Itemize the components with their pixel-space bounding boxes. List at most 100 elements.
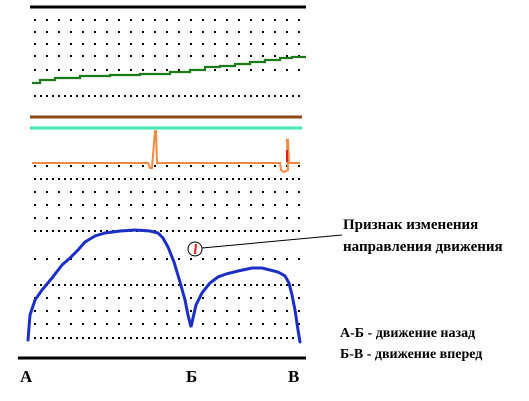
grid-dot	[262, 258, 264, 260]
grid-dot	[244, 230, 246, 232]
grid-dot	[178, 323, 180, 325]
grid-dot	[178, 178, 180, 180]
grid-dot	[166, 178, 168, 180]
grid-dot	[166, 43, 168, 45]
grid-dot	[34, 69, 36, 71]
grid-dot	[106, 43, 108, 45]
grid-dot	[82, 43, 84, 45]
grid-dot	[220, 95, 222, 97]
grid-dot	[190, 230, 192, 232]
grid-dot	[190, 19, 192, 21]
annotation-leader-line	[201, 234, 343, 249]
grid-dot	[124, 95, 126, 97]
grid-dot	[268, 178, 270, 180]
grid-dot	[250, 31, 252, 33]
grid-dot	[106, 204, 108, 206]
grid-dot	[34, 337, 36, 339]
orange-trace	[32, 130, 300, 174]
grid-dot	[190, 284, 192, 286]
grid-dot	[214, 284, 216, 286]
grid-dot	[100, 95, 102, 97]
grid-dot	[202, 310, 204, 312]
grid-dot	[292, 337, 294, 339]
grid-dot	[88, 284, 90, 286]
grid-dot	[94, 204, 96, 206]
grid-dot	[196, 337, 198, 339]
grid-dot	[226, 69, 228, 71]
grid-dot	[118, 95, 120, 97]
grid-dot	[58, 297, 60, 299]
grid-dot	[142, 43, 144, 45]
grid-dot	[112, 95, 114, 97]
grid-dot	[46, 323, 48, 325]
grid-dot	[112, 284, 114, 286]
grid-dot	[112, 337, 114, 339]
grid-dot	[88, 337, 90, 339]
grid-dot	[190, 95, 192, 97]
grid-dot	[286, 284, 288, 286]
grid-dot	[166, 204, 168, 206]
grid-dot	[58, 95, 60, 97]
grid-dot	[178, 217, 180, 219]
grid-dot	[52, 230, 54, 232]
grid-dot	[226, 191, 228, 193]
grid-dot	[130, 191, 132, 193]
grid-dot	[130, 217, 132, 219]
grid-dot	[250, 43, 252, 45]
grid-dot	[172, 284, 174, 286]
grid-dot	[34, 323, 36, 325]
grid-dot	[280, 337, 282, 339]
grid-dot	[136, 337, 138, 339]
grid-dot	[142, 31, 144, 33]
grid-dot	[154, 284, 156, 286]
grid-dot	[94, 297, 96, 299]
grid-dot	[262, 230, 264, 232]
grid-dot	[274, 297, 276, 299]
grid-dot	[172, 95, 174, 97]
grid-dot	[226, 323, 228, 325]
grid-dot	[154, 55, 156, 57]
grid-dot	[142, 19, 144, 21]
grid-dot	[34, 95, 36, 97]
grid-dot	[238, 217, 240, 219]
grid-dot	[82, 284, 84, 286]
grid-dot	[106, 284, 108, 286]
grid-dot	[202, 204, 204, 206]
grid-dot	[124, 178, 126, 180]
grid-dot	[274, 165, 276, 167]
grid-dot	[238, 284, 240, 286]
grid-dot	[40, 178, 42, 180]
grid-dot	[154, 69, 156, 71]
grid-dot	[226, 55, 228, 57]
green-trace	[32, 55, 306, 85]
grid-dot	[214, 165, 216, 167]
grid-dot	[274, 258, 276, 260]
grid-dot	[214, 323, 216, 325]
grid-dot	[286, 217, 288, 219]
grid-dot	[130, 297, 132, 299]
grid-dot	[112, 178, 114, 180]
grid-dot	[34, 310, 36, 312]
grid-dot	[148, 178, 150, 180]
grid-dot	[250, 284, 252, 286]
grid-dot	[190, 258, 192, 260]
grid-dot	[250, 204, 252, 206]
grid-dot	[262, 55, 264, 57]
grid-dot	[286, 19, 288, 21]
grid-dot	[178, 31, 180, 33]
grid-dot	[298, 310, 300, 312]
grid-dot	[106, 165, 108, 167]
grid-dot	[70, 284, 72, 286]
grid-dot	[118, 69, 120, 71]
grid-dot	[232, 284, 234, 286]
grid-dot	[250, 323, 252, 325]
grid-dot	[40, 230, 42, 232]
grid-dot	[106, 323, 108, 325]
grid-dot	[202, 323, 204, 325]
grid-dot	[214, 230, 216, 232]
grid-dot	[142, 323, 144, 325]
grid-dot	[226, 204, 228, 206]
grid-dot	[238, 337, 240, 339]
annotation-line-2: направления движения	[343, 239, 503, 255]
grid-dot	[70, 191, 72, 193]
